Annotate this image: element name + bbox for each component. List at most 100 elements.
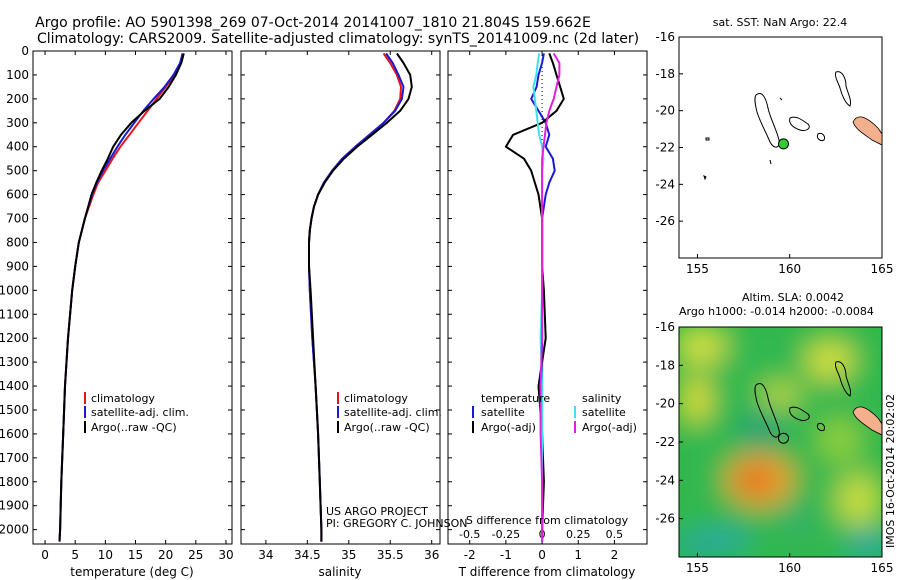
salinity-xlabel: salinity xyxy=(318,565,361,579)
island-outline xyxy=(817,133,825,141)
islet xyxy=(705,137,710,141)
map-lon-label: 155 xyxy=(686,561,709,575)
sla-heatmap xyxy=(679,327,882,557)
legend-satellite-label: satellite-adj. clim. xyxy=(344,406,442,419)
depth-tick-label: 500 xyxy=(6,164,29,178)
map-lat-label: -16 xyxy=(655,30,675,44)
map-lat-label: -18 xyxy=(655,358,675,372)
x-tick-label: 25 xyxy=(188,548,203,562)
depth-tick-label: 700 xyxy=(6,212,29,226)
title-line-2: Climatology: CARS2009. Satellite-adjuste… xyxy=(37,31,639,47)
land-patch xyxy=(852,406,882,436)
x-tick-label: 30 xyxy=(218,548,233,562)
island-outline xyxy=(754,93,780,148)
depth-tick-label: 1200 xyxy=(0,331,29,345)
map-lon-label: 160 xyxy=(778,561,801,575)
project-annotation: US ARGO PROJECT xyxy=(326,505,428,518)
depth-tick-label: 900 xyxy=(6,259,29,273)
sla-map-title-1: Altim. SLA: 0.0042 xyxy=(742,291,844,304)
x-tick-label: 20 xyxy=(158,548,173,562)
map-lon-label: 165 xyxy=(871,262,894,276)
depth-tick-label: 300 xyxy=(6,116,29,130)
island-outline xyxy=(835,361,851,397)
legend-argo-label: Argo(..raw -QC) xyxy=(344,421,430,434)
series-line-argo-raw-qc xyxy=(308,52,413,542)
legend-climatology-label: climatology xyxy=(91,392,155,405)
sst-map-ticks: 155 160 165 -16 -18 -20 -22 -24 -26 xyxy=(655,30,893,276)
depth-tick-label: 400 xyxy=(6,140,29,154)
depth-tick-label: 1300 xyxy=(0,355,29,369)
depth-tick-label: 0 xyxy=(21,44,29,58)
island-outline xyxy=(817,423,825,431)
depth-tick-label: 2000 xyxy=(0,523,29,537)
x-tick-label: 34.5 xyxy=(294,548,321,562)
land-patch xyxy=(852,116,882,146)
map-lat-label: -26 xyxy=(655,512,675,526)
depth-tick-label: 1600 xyxy=(0,427,29,441)
s-difference-xlabel: S difference from climatology xyxy=(466,514,629,527)
salinity-depth-ticks xyxy=(241,50,440,531)
x-tick-label: 35.5 xyxy=(377,548,404,562)
island-outline xyxy=(789,116,810,131)
sst-map-panel: sat. SST: NaN Argo: 22.4 155 160 165 -16 -18… xyxy=(655,16,893,276)
x-tick-label: 0 xyxy=(41,548,49,562)
sst-map-title: sat. SST: NaN Argo: 22.4 xyxy=(713,16,847,29)
x-tick-label: 15 xyxy=(128,548,143,562)
map-lat-label: -24 xyxy=(655,177,675,191)
title-line-1: Argo profile: AO 5901398_269 07-Oct-2014… xyxy=(35,15,591,31)
difference-axes-frame xyxy=(447,50,648,545)
depth-tick-label: 1400 xyxy=(0,379,29,393)
legend-climatology-label: climatology xyxy=(344,392,408,405)
series-line-climatology xyxy=(308,52,402,542)
island-outline xyxy=(754,383,780,438)
legend-t-satellite-label: satellite xyxy=(481,406,525,419)
legend-t-argo-label: Argo(-adj) xyxy=(481,421,536,434)
legend-satellite-label: satellite-adj. clim. xyxy=(91,406,189,419)
depth-tick-label: 200 xyxy=(6,92,29,106)
x-tick-label: -2 xyxy=(464,548,476,562)
map-lat-label: -20 xyxy=(655,397,675,411)
difference-panel: -2 -1 0 1 2 -0.5 -0.25 0 0.25 0.5 T difference f… xyxy=(447,50,648,579)
x-tick-label: 1 xyxy=(574,548,582,562)
legend-argo-label: Argo(..raw -QC) xyxy=(91,421,177,434)
temperature-panel: 0100200300400500600700800900100011001200… xyxy=(0,44,234,579)
s-difference-tick-labels: -0.5 -0.25 0 0.25 0.5 xyxy=(459,528,623,541)
difference-legend: temperature satellite Argo(-adj) salinit… xyxy=(472,392,637,434)
float-position-ring xyxy=(777,432,789,444)
salinity-panel: 34 34.5 35 35.5 36 salinity climatology sate… xyxy=(240,50,467,579)
series-line-satellite-adj-clim xyxy=(308,52,405,542)
t-difference-tick-labels: -2 -1 0 1 2 xyxy=(464,51,618,562)
x-tick-label: 10 xyxy=(98,548,113,562)
map-lat-label: -22 xyxy=(655,435,675,449)
map-lon-label: 160 xyxy=(778,262,801,276)
depth-tick-label: 1700 xyxy=(0,451,29,465)
x-tick-label: 5 xyxy=(71,548,79,562)
legend-temperature-header: temperature xyxy=(481,392,550,405)
depth-tick-label: 1900 xyxy=(0,499,29,513)
x-tick-label: 35 xyxy=(341,548,356,562)
legend-salinity-header: salinity xyxy=(582,392,622,405)
sla-map-title-2: Argo h1000: -0.014 h2000: -0.0084 xyxy=(679,305,874,318)
map-lon-label: 165 xyxy=(871,561,894,575)
x-tick-label: -1 xyxy=(500,548,512,562)
islet xyxy=(703,175,707,181)
map-lat-label: -18 xyxy=(655,67,675,81)
salinity-legend: climatology satellite-adj. clim. Argo(..… xyxy=(337,392,442,434)
islet xyxy=(779,97,783,101)
temperature-tick-labels: 0 5 10 15 20 25 30 xyxy=(41,51,234,562)
s-tick-label: 0.5 xyxy=(606,528,624,541)
sla-map-panel: Altim. SLA: 0.0042 Argo h1000: -0.014 h2… xyxy=(655,291,897,575)
sla-map-ticks: 155 160 165 -16 -18 -20 -22 -24 -26 xyxy=(655,320,893,575)
temperature-series xyxy=(58,53,185,542)
salinity-tick-labels: 34 34.5 35 35.5 36 xyxy=(258,51,439,562)
x-tick-label: 0 xyxy=(538,548,546,562)
temperature-legend: climatology satellite-adj. clim. Argo(..… xyxy=(84,392,189,434)
difference-depth-ticks xyxy=(448,50,647,531)
depth-tick-label: 1000 xyxy=(0,283,29,297)
islet xyxy=(769,159,772,165)
series-line-satellite-adj-clim xyxy=(58,53,184,542)
map-lon-label: 155 xyxy=(686,262,709,276)
salinity-axes-frame xyxy=(240,50,441,545)
sst-coastlines xyxy=(703,71,882,181)
